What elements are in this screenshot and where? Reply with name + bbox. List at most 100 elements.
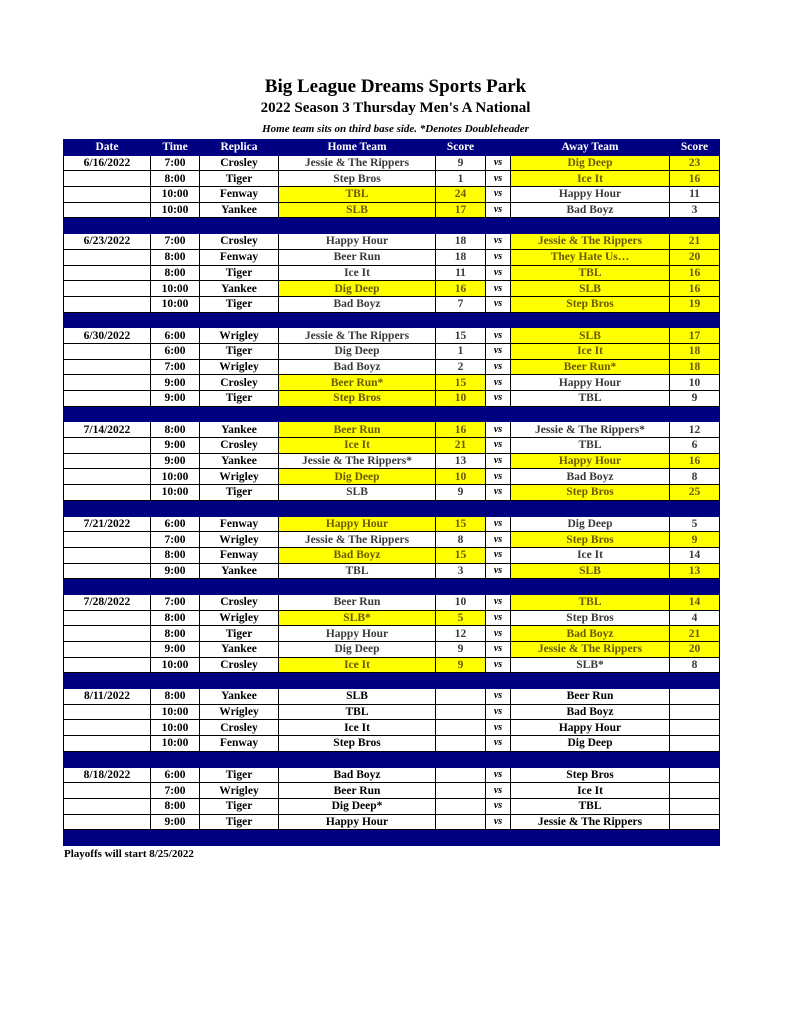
home-team: Step Bros <box>278 735 436 752</box>
game-row: 8:00 Fenway Bad Boyz 15 vs Ice It 14 <box>63 546 720 564</box>
game-row: 8:00 Tiger Dig Deep* vs TBL <box>63 797 720 815</box>
separator-cell <box>199 750 279 768</box>
game-date <box>63 782 151 799</box>
game-replica-field: Yankee <box>199 280 279 297</box>
game-date <box>63 437 151 454</box>
home-score: 9 <box>435 484 486 501</box>
home-team: SLB <box>278 484 436 501</box>
away-team: Dig Deep <box>510 154 670 172</box>
vs-label: vs <box>485 186 511 203</box>
game-time: 9:00 <box>150 390 200 407</box>
game-row: 10:00 Crosley Ice It 9 vs SLB* 8 <box>63 656 720 674</box>
home-score: 3 <box>435 562 486 580</box>
separator-cell <box>485 217 511 235</box>
separator-cell <box>150 829 200 846</box>
vs-label: vs <box>485 641 511 658</box>
game-row: 8:00 Tiger Happy Hour 12 vs Bad Boyz 21 <box>63 625 720 642</box>
home-team: SLB <box>278 688 436 705</box>
header-row: Date Time Replica Home Team Score Away T… <box>63 139 720 156</box>
away-team: Happy Hour <box>510 719 670 737</box>
away-team: Beer Run* <box>510 358 670 376</box>
game-replica-field: Fenway <box>199 248 279 266</box>
away-team: Step Bros <box>510 766 670 784</box>
game-time: 8:00 <box>150 546 200 564</box>
away-team: TBL <box>510 264 670 282</box>
separator-cell <box>669 217 720 235</box>
away-score: 8 <box>669 656 720 674</box>
header-vs <box>485 139 511 156</box>
home-score: 16 <box>435 421 486 439</box>
home-score <box>435 782 486 799</box>
game-replica-field: Fenway <box>199 186 279 203</box>
game-time: 7:00 <box>150 358 200 376</box>
vs-label: vs <box>485 515 511 533</box>
game-time: 6:00 <box>150 342 200 360</box>
game-replica-field: Wrigley <box>199 358 279 376</box>
away-score: 4 <box>669 609 720 627</box>
game-date: 6/30/2022 <box>63 327 151 344</box>
week-separator <box>63 499 720 517</box>
away-team: SLB <box>510 280 670 297</box>
separator-cell <box>510 750 670 768</box>
game-date <box>63 609 151 627</box>
game-replica-field: Wrigley <box>199 703 279 721</box>
home-team: Beer Run <box>278 593 436 611</box>
away-team: Bad Boyz <box>510 468 670 486</box>
away-team: Dig Deep <box>510 515 670 533</box>
game-time: 8:00 <box>150 609 200 627</box>
vs-label: vs <box>485 719 511 737</box>
separator-cell <box>510 672 670 690</box>
separator-cell <box>278 499 436 517</box>
header-home-team: Home Team <box>278 139 436 156</box>
separator-cell <box>63 311 151 329</box>
separator-cell <box>199 578 279 595</box>
home-team: Ice It <box>278 656 436 674</box>
home-score: 9 <box>435 656 486 674</box>
separator-cell <box>63 672 151 690</box>
game-row: 9:00 Crosley Beer Run* 15 vs Happy Hour 10 <box>63 374 720 391</box>
game-row: 7/28/2022 7:00 Crosley Beer Run 10 vs TBL 14 <box>63 593 720 611</box>
away-team: Happy Hour <box>510 374 670 391</box>
away-score: 21 <box>669 233 720 250</box>
away-team: Jessie & The Rippers <box>510 641 670 658</box>
header-away-team: Away Team <box>510 139 670 156</box>
game-replica-field: Fenway <box>199 546 279 564</box>
separator-cell <box>485 311 511 329</box>
separator-cell <box>485 578 511 595</box>
away-score: 16 <box>669 170 720 188</box>
away-team: Ice It <box>510 782 670 799</box>
separator-cell <box>435 311 486 329</box>
game-date <box>63 641 151 658</box>
away-score: 11 <box>669 186 720 203</box>
game-time: 8:00 <box>150 688 200 705</box>
vs-label: vs <box>485 295 511 313</box>
away-team: SLB <box>510 562 670 580</box>
away-team: Bad Boyz <box>510 625 670 642</box>
game-date <box>63 280 151 297</box>
home-team: Bad Boyz <box>278 358 436 376</box>
vs-label: vs <box>485 797 511 815</box>
separator-cell <box>435 217 486 235</box>
game-time: 6:00 <box>150 766 200 784</box>
game-date <box>63 468 151 486</box>
away-team: Step Bros <box>510 531 670 548</box>
game-date <box>63 374 151 391</box>
away-team: Ice It <box>510 170 670 188</box>
game-row: 9:00 Crosley Ice It 21 vs TBL 6 <box>63 437 720 454</box>
vs-label: vs <box>485 233 511 250</box>
away-team: Dig Deep <box>510 735 670 752</box>
vs-label: vs <box>485 546 511 564</box>
vs-label: vs <box>485 782 511 799</box>
game-date <box>63 264 151 282</box>
game-replica-field: Wrigley <box>199 609 279 627</box>
vs-label: vs <box>485 154 511 172</box>
game-replica-field: Tiger <box>199 625 279 642</box>
game-row: 10:00 Fenway Step Bros vs Dig Deep <box>63 735 720 752</box>
home-score <box>435 766 486 784</box>
separator-cell <box>435 750 486 768</box>
game-date <box>63 390 151 407</box>
away-team: Jessie & The Rippers <box>510 233 670 250</box>
game-replica-field: Yankee <box>199 452 279 470</box>
away-team: Step Bros <box>510 295 670 313</box>
week-separator <box>63 829 720 846</box>
